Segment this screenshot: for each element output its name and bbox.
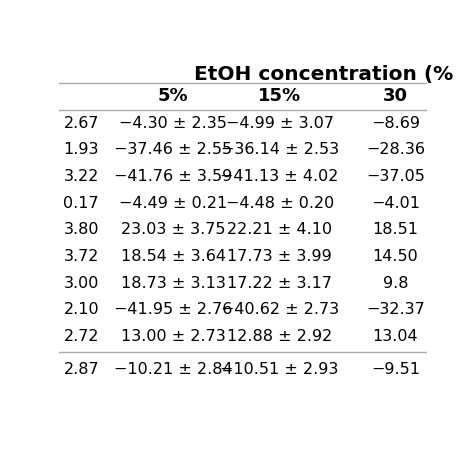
Text: 3.72: 3.72	[64, 249, 99, 264]
Text: 17.22 ± 3.17: 17.22 ± 3.17	[227, 276, 332, 291]
Text: −4.30 ± 2.35: −4.30 ± 2.35	[119, 116, 227, 131]
Text: −36.14 ± 2.53: −36.14 ± 2.53	[220, 143, 339, 157]
Text: 0.17: 0.17	[64, 196, 99, 211]
Text: 23.03 ± 3.75: 23.03 ± 3.75	[121, 222, 225, 237]
Text: −4.01: −4.01	[371, 196, 420, 211]
Text: 2.87: 2.87	[64, 362, 99, 377]
Text: −37.46 ± 2.55: −37.46 ± 2.55	[114, 143, 232, 157]
Text: 3.80: 3.80	[64, 222, 99, 237]
Text: 18.54 ± 3.64: 18.54 ± 3.64	[120, 249, 226, 264]
Text: 18.51: 18.51	[373, 222, 419, 237]
Text: 17.73 ± 3.99: 17.73 ± 3.99	[228, 249, 332, 264]
Text: 2.10: 2.10	[64, 302, 99, 317]
Text: 2.67: 2.67	[64, 116, 99, 131]
Text: −41.76 ± 3.59: −41.76 ± 3.59	[114, 169, 232, 184]
Text: 22.21 ± 4.10: 22.21 ± 4.10	[227, 222, 332, 237]
Text: 12.88 ± 2.92: 12.88 ± 2.92	[227, 329, 332, 344]
Text: −9.51: −9.51	[371, 362, 420, 377]
Text: 14.50: 14.50	[373, 249, 418, 264]
Text: −40.62 ± 2.73: −40.62 ± 2.73	[220, 302, 339, 317]
Text: EtOH concentration (%: EtOH concentration (%	[194, 65, 453, 84]
Text: 3.22: 3.22	[64, 169, 99, 184]
Text: −10.51 ± 2.93: −10.51 ± 2.93	[220, 362, 339, 377]
Text: 15%: 15%	[258, 87, 301, 105]
Text: −4.48 ± 0.20: −4.48 ± 0.20	[226, 196, 334, 211]
Text: −41.95 ± 2.76: −41.95 ± 2.76	[114, 302, 232, 317]
Text: −41.13 ± 4.02: −41.13 ± 4.02	[220, 169, 339, 184]
Text: −37.05: −37.05	[366, 169, 425, 184]
Text: −8.69: −8.69	[371, 116, 420, 131]
Text: 2.72: 2.72	[64, 329, 99, 344]
Text: −4.49 ± 0.21: −4.49 ± 0.21	[119, 196, 227, 211]
Text: −4.99 ± 3.07: −4.99 ± 3.07	[226, 116, 334, 131]
Text: −28.36: −28.36	[366, 143, 425, 157]
Text: 13.04: 13.04	[373, 329, 418, 344]
Text: −10.21 ± 2.84: −10.21 ± 2.84	[114, 362, 232, 377]
Text: 1.93: 1.93	[64, 143, 99, 157]
Text: 5%: 5%	[158, 87, 189, 105]
Text: −32.37: −32.37	[366, 302, 425, 317]
Text: 13.00 ± 2.73: 13.00 ± 2.73	[121, 329, 226, 344]
Text: 30: 30	[383, 87, 408, 105]
Text: 3.00: 3.00	[64, 276, 99, 291]
Text: 18.73 ± 3.13: 18.73 ± 3.13	[121, 276, 226, 291]
Text: 9.8: 9.8	[383, 276, 408, 291]
